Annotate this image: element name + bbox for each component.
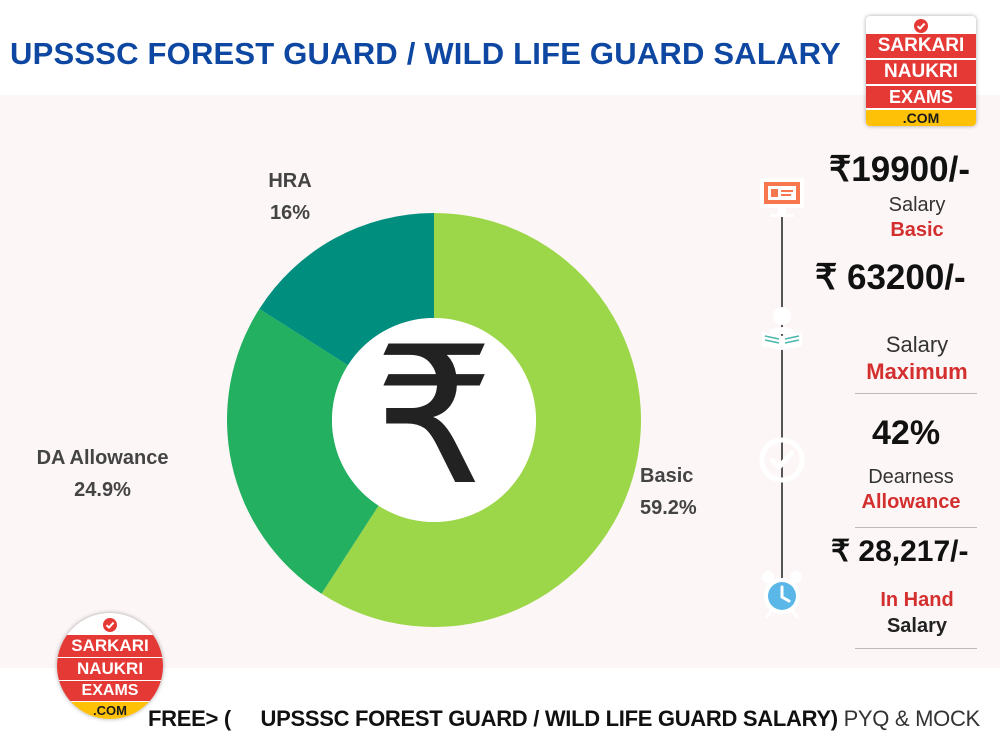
header-bar [0,0,1000,95]
pie-label-value: 16% [269,202,311,224]
stat-1-line1: Salary [888,194,946,216]
stat-2-value: ₹ 63200/- [815,258,966,297]
stat-2-divider [855,393,977,394]
stat-1-value: ₹19900/- [829,150,970,189]
pie-label-value: 24.9% [74,479,131,501]
stat-2-line1: Salary [885,332,949,357]
check-icon [759,437,805,483]
check-badge-icon [914,19,928,33]
logo-line-3: EXAMS [57,681,163,701]
pie-label-name: DA Allowance [36,447,169,469]
pie-slice-basic [321,213,642,627]
logo-line-1: SARKARI [866,34,976,58]
rupee-symbol: ₹ [374,306,495,527]
stat-2-circle [734,280,830,376]
stat-1-circle [734,148,830,244]
alarm-clock-icon [762,571,802,619]
pie-label-da-allowance: DA Allowance 24.9% [20,442,185,506]
stat-4-value: ₹ 28,217/- [831,535,969,568]
logo-line-1: SARKARI [57,635,163,657]
footer-title: UPSSSC FOREST GUARD / WILD LIFE GUARD SA… [260,706,839,731]
pie-slice-hra [259,213,434,366]
reader-icon [762,307,802,350]
stat-4-divider [855,648,977,649]
footer-link[interactable]: FREE> ( UPSSSC FOREST GUARD / WILD LIFE … [148,706,980,732]
footer-logo[interactable]: SARKARI NAUKRI EXAMS .COM [57,613,163,719]
pie-label-name: HRA [268,170,312,192]
timeline-connector [781,200,783,590]
stat-1-line2: Basic [890,219,944,241]
stat-2-line2: Maximum [866,359,968,384]
logo-line-3: EXAMS [866,86,976,108]
stat-3-value: 42% [872,414,941,452]
footer-suffix: PYQ & MOCK [843,706,981,731]
stat-3-line2: Allowance [861,491,961,513]
stat-4-line1: In Hand [880,589,954,611]
pie-label-value: 59.2% [640,497,697,519]
stat-3-line1: Dearness [868,466,954,488]
footer-prefix: FREE> ( [148,706,231,731]
pie-label-name: Basic [640,465,694,487]
logo-line-2: NAUKRI [866,60,976,84]
logo-line-4: .COM [866,110,976,126]
logo-line-4: .COM [57,702,163,719]
footer-bar [0,668,1000,750]
stat-3-circle [734,412,830,508]
pie-label-basic: Basic 59.2% [640,460,697,524]
check-badge-icon [103,618,117,632]
donut-hole [332,318,536,522]
stat-4-line2: Salary [886,615,948,637]
stat-3-divider [855,527,977,528]
pie-label-hra: HRA 16% [255,165,325,229]
page-title: UPSSSC FOREST GUARD / WILD LIFE GUARD SA… [10,36,841,71]
pie-slice-da-allowance [227,308,379,594]
site-logo[interactable]: SARKARI NAUKRI EXAMS .COM [866,16,976,126]
logo-line-2: NAUKRI [57,658,163,680]
monitor-icon [760,178,804,217]
stat-4-circle [734,545,830,641]
